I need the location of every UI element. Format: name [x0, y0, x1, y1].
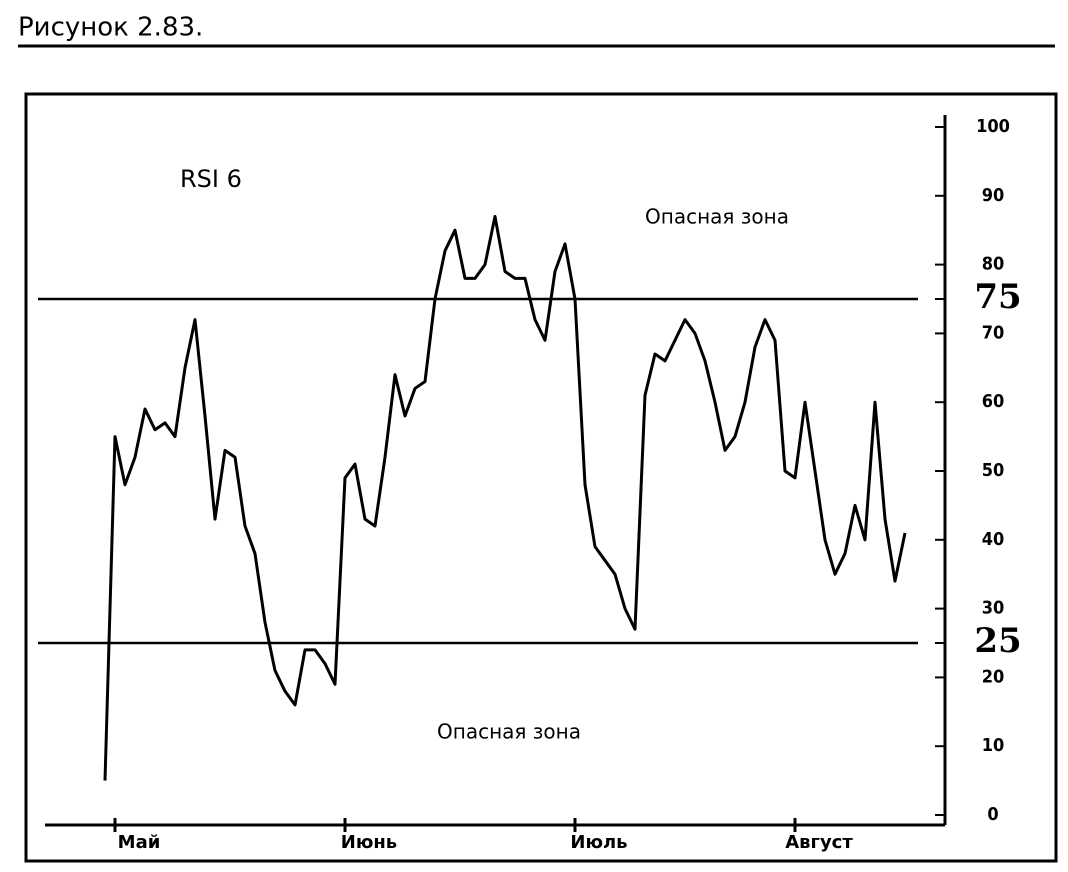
y-tick-label: 0 — [987, 804, 998, 825]
y-tick-label: 100 — [976, 116, 1010, 137]
y-tick-label: 90 — [982, 185, 1005, 206]
chart-title: Рисунок 2.83. — [18, 13, 203, 43]
y-tick-label: 20 — [982, 666, 1005, 687]
annotation: Опасная зона — [437, 720, 581, 744]
y-tick-label: 25 — [974, 621, 1021, 661]
y-tick-label: 10 — [982, 735, 1005, 756]
y-tick-label: 50 — [982, 460, 1005, 481]
y-tick-label: 30 — [982, 598, 1005, 619]
y-tick-label: 70 — [982, 322, 1005, 343]
y-tick-label: 80 — [982, 254, 1005, 275]
x-tick-label: Август — [785, 832, 853, 853]
frame — [24, 92, 1058, 863]
x-tick-label: Июнь — [341, 832, 397, 853]
x-tick-label: Июль — [570, 832, 627, 853]
y-tick-label: 40 — [982, 529, 1005, 550]
indicator-label: RSI 6 — [180, 165, 242, 193]
y-tick-label: 75 — [974, 277, 1021, 317]
rsi-line — [103, 214, 907, 781]
annotation: Опасная зона — [645, 205, 789, 229]
y-tick-label: 60 — [982, 391, 1005, 412]
x-tick-label: Май — [118, 832, 161, 853]
